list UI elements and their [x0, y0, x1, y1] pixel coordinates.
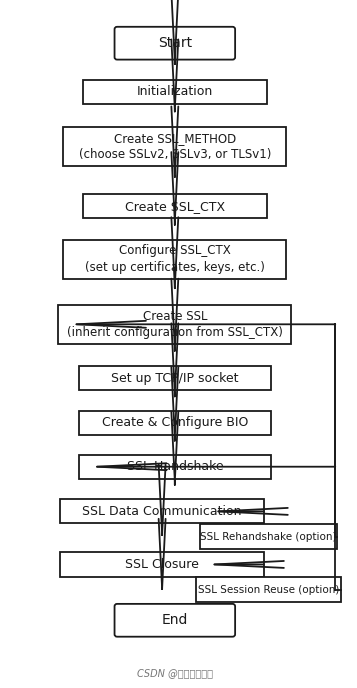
Text: Configure SSL_CTX
(set up certificates, keys, etc.): Configure SSL_CTX (set up certificates, …: [85, 244, 265, 274]
Bar: [79, 411, 271, 435]
FancyBboxPatch shape: [115, 604, 235, 636]
Text: SSL Closure: SSL Closure: [125, 558, 199, 571]
Text: Create & Configure BIO: Create & Configure BIO: [102, 416, 248, 429]
Text: Create SSL
(inherit configuration from SSL_CTX): Create SSL (inherit configuration from S…: [67, 310, 283, 339]
Bar: [79, 366, 271, 390]
Text: CSDN @行稳方能走远: CSDN @行稳方能走远: [137, 668, 213, 678]
Bar: [200, 524, 337, 548]
Text: Create SSL_CTX: Create SSL_CTX: [125, 200, 225, 213]
Bar: [60, 499, 264, 524]
Bar: [83, 194, 267, 218]
Bar: [83, 80, 267, 104]
Text: SSL Rehandshake (option): SSL Rehandshake (option): [201, 532, 337, 541]
Text: Create SSL_METHOD
(choose SSLv2, SSLv3, or TLSv1): Create SSL_METHOD (choose SSLv2, SSLv3, …: [79, 132, 271, 161]
Text: SSL Data Communication: SSL Data Communication: [82, 505, 242, 518]
Bar: [59, 305, 291, 344]
Bar: [63, 239, 286, 279]
Bar: [63, 127, 286, 166]
Text: SSL Handshake: SSL Handshake: [126, 460, 223, 473]
Text: Initialization: Initialization: [137, 85, 213, 98]
Bar: [196, 577, 341, 602]
Text: SSL Session Reuse (option): SSL Session Reuse (option): [198, 585, 340, 594]
FancyBboxPatch shape: [115, 27, 235, 60]
Bar: [79, 455, 271, 479]
Bar: [60, 552, 264, 577]
Text: Start: Start: [158, 36, 192, 50]
Text: End: End: [162, 613, 188, 627]
Text: Set up TCP/IP socket: Set up TCP/IP socket: [111, 372, 238, 385]
